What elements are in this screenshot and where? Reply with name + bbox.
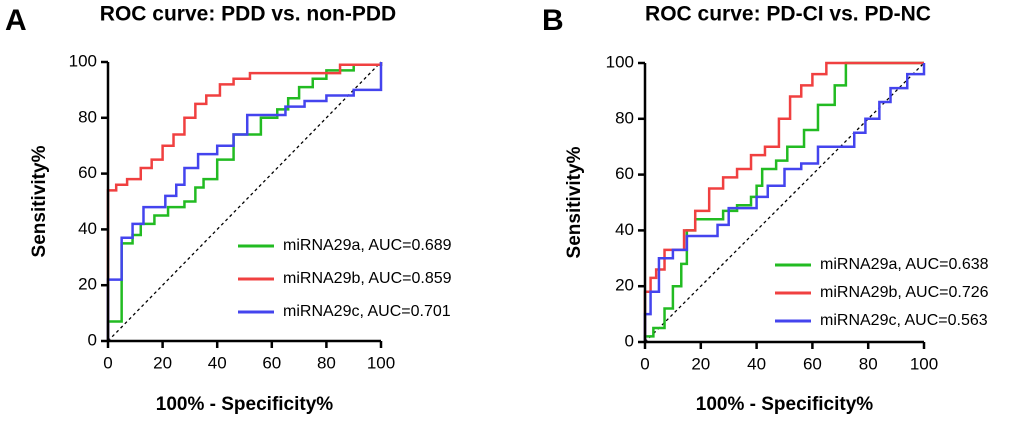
y-tick-label: 40 — [615, 220, 634, 239]
x-tick-label: 60 — [262, 353, 281, 372]
panel-letter: B — [542, 4, 564, 37]
legend-label: miRNA29b, AUC=0.726 — [820, 284, 989, 301]
legend-label: miRNA29a, AUC=0.689 — [283, 237, 452, 254]
y-tick-label: 0 — [625, 331, 634, 350]
x-tick-label: 80 — [317, 353, 336, 372]
roc-line — [643, 61, 924, 342]
x-tick-label: 60 — [803, 354, 822, 373]
y-tick-label: 20 — [78, 275, 97, 294]
roc-line — [106, 62, 383, 341]
roc-line — [106, 62, 383, 341]
roc-line — [643, 63, 926, 342]
y-axis-label: Sensitivity% — [564, 146, 585, 258]
panel-letter: A — [5, 4, 27, 37]
roc-line — [106, 62, 383, 341]
chart-title: ROC curve: PD-CI vs. PD-NC — [645, 3, 931, 26]
y-tick-label: 80 — [78, 107, 97, 126]
x-axis-label: 100% - Specificity% — [156, 394, 334, 415]
x-tick-label: 40 — [208, 353, 227, 372]
chart-title: ROC curve: PDD vs. non-PDD — [100, 3, 396, 26]
y-axis-label: Sensitivity% — [29, 145, 50, 257]
x-tick-label: 0 — [640, 354, 649, 373]
legend-label: miRNA29b, AUC=0.859 — [283, 270, 452, 287]
y-tick-label: 40 — [78, 219, 97, 238]
reference-line — [107, 61, 382, 342]
x-tick-label: 20 — [153, 353, 172, 372]
y-tick-label: 60 — [615, 164, 634, 183]
x-tick-label: 40 — [747, 354, 766, 373]
y-tick-label: 100 — [606, 52, 634, 71]
x-tick-label: 80 — [859, 354, 878, 373]
legend-label: miRNA29a, AUC=0.638 — [820, 256, 989, 273]
legend-label: miRNA29c, AUC=0.563 — [820, 312, 988, 329]
y-tick-label: 20 — [615, 276, 634, 295]
x-axis-label: 100% - Specificity% — [696, 394, 874, 415]
y-tick-label: 100 — [69, 51, 97, 70]
legend-label: miRNA29c, AUC=0.701 — [283, 303, 451, 320]
x-tick-label: 0 — [103, 353, 112, 372]
x-tick-label: 100 — [367, 353, 395, 372]
y-tick-label: 80 — [615, 108, 634, 127]
x-tick-label: 20 — [691, 354, 710, 373]
x-tick-label: 100 — [910, 354, 938, 373]
y-tick-label: 0 — [88, 330, 97, 349]
y-tick-label: 60 — [78, 163, 97, 182]
